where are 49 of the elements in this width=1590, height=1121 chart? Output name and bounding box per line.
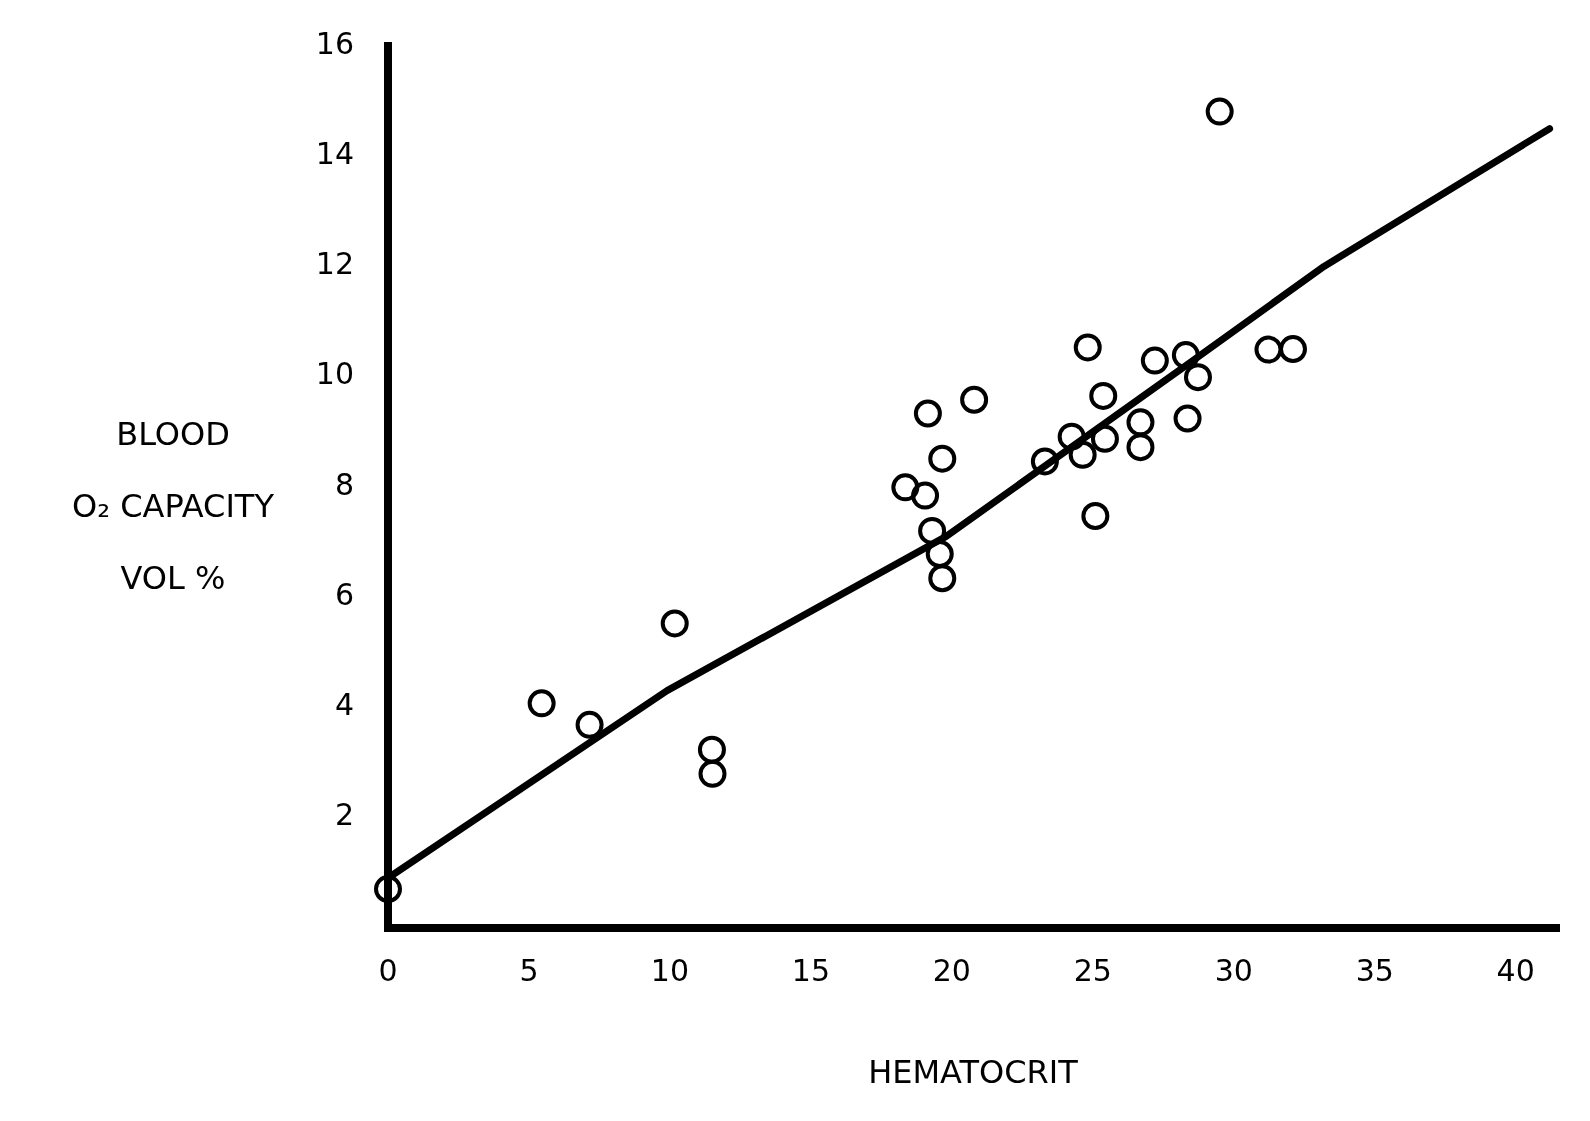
point	[918, 516, 947, 545]
point	[374, 875, 402, 904]
point	[660, 609, 689, 638]
point	[1030, 447, 1059, 476]
point	[960, 385, 989, 414]
point	[1254, 335, 1283, 364]
point	[928, 564, 957, 593]
x-tick-label: 5	[519, 953, 539, 989]
point	[1057, 422, 1086, 451]
point	[1068, 440, 1097, 469]
point	[1171, 341, 1200, 370]
y-tick-label: 2	[334, 797, 354, 833]
x-tick-label: 20	[932, 953, 971, 989]
point	[1173, 404, 1202, 433]
point	[1089, 381, 1118, 410]
point	[891, 473, 920, 502]
point	[697, 735, 726, 764]
point	[575, 710, 604, 739]
y-tick-label: 14	[315, 136, 354, 171]
point	[698, 759, 727, 788]
y-tick-label: 6	[334, 576, 354, 612]
x-tick-label: 10	[650, 953, 690, 989]
point	[925, 540, 954, 569]
point	[1090, 424, 1119, 453]
y-tick-label: 10	[315, 356, 354, 392]
point	[1073, 333, 1102, 362]
x-tick-label: 35	[1355, 953, 1394, 989]
point	[1081, 502, 1110, 530]
x-tick-label: 25	[1073, 953, 1112, 989]
y-axis-title: BLOOD O₂ CAPACITY VOL %	[71, 414, 275, 599]
point	[911, 481, 940, 510]
x-tick-label: 30	[1214, 953, 1253, 989]
point	[527, 689, 556, 718]
y-tick-label: 16	[315, 25, 354, 61]
x-tick-label: 40	[1496, 953, 1535, 989]
point	[1205, 97, 1234, 126]
point	[1278, 335, 1307, 364]
point	[1126, 408, 1155, 437]
point	[1183, 363, 1212, 392]
x-tick-label: 0	[378, 953, 398, 989]
point	[1126, 433, 1155, 462]
point	[1140, 346, 1169, 375]
point	[928, 444, 957, 473]
y-tick-label: 12	[315, 246, 354, 282]
x-tick-label: 15	[791, 953, 830, 989]
x-axis-title: HEMATOCRIT	[868, 1053, 1079, 1092]
y-tick-label: 4	[334, 687, 354, 722]
point	[913, 399, 942, 428]
y-tick-label: 8	[334, 466, 354, 502]
